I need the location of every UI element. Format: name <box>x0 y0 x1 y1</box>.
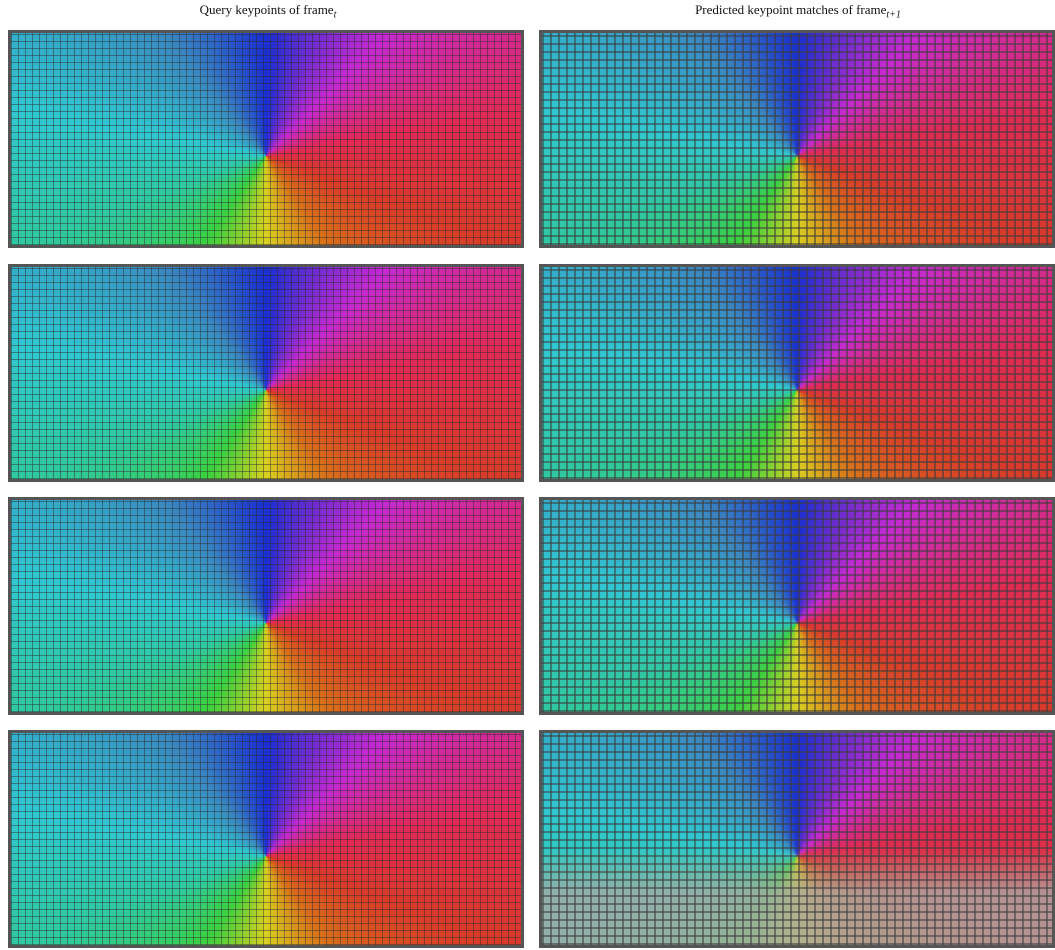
left-title: Query keypoints of framet <box>8 2 528 21</box>
image-panel <box>8 730 524 948</box>
title-text: Predicted keypoint matches of frame <box>695 2 886 17</box>
image-panel <box>539 730 1055 948</box>
title-text: Query keypoints of frame <box>200 2 334 17</box>
image-panel <box>8 264 524 482</box>
title-subscript: t <box>334 10 337 21</box>
right-title: Predicted keypoint matches of framet+1 <box>538 2 1055 21</box>
title-subscript: t+1 <box>886 10 901 21</box>
image-panel <box>8 30 524 248</box>
image-panel <box>8 497 524 715</box>
page: {"header": {"left_title": {"text": "Quer… <box>0 0 1055 950</box>
image-panel <box>539 264 1055 482</box>
image-panel <box>539 30 1055 248</box>
image-panel <box>539 497 1055 715</box>
